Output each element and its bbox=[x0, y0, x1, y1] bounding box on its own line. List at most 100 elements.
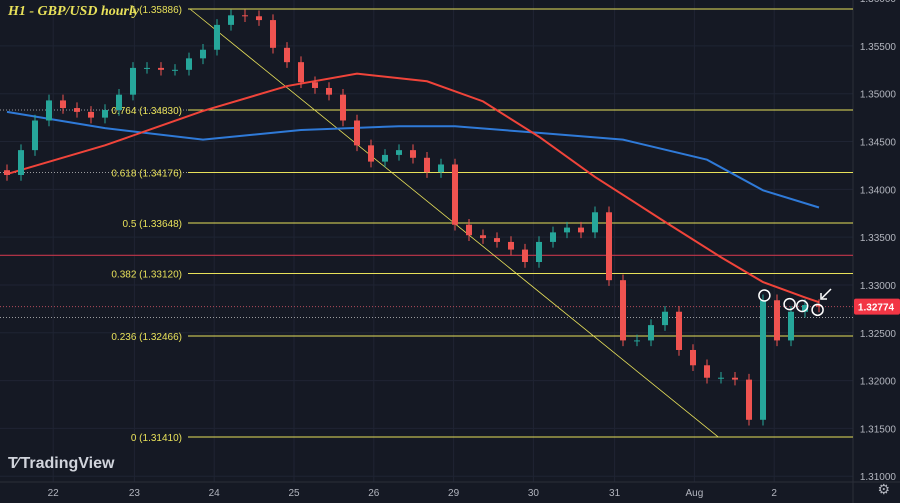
candle bbox=[158, 67, 164, 70]
candle bbox=[536, 241, 542, 263]
candle bbox=[214, 24, 220, 50]
time-tick-label: 31 bbox=[609, 488, 621, 499]
price-tick-label: 1.34000 bbox=[860, 185, 897, 196]
candle bbox=[788, 311, 794, 341]
candle bbox=[88, 111, 94, 118]
candle bbox=[648, 325, 654, 341]
price-tick-label: 1.33500 bbox=[860, 233, 897, 244]
candle bbox=[116, 94, 122, 110]
fib-level-label: 0.5 (1.33648) bbox=[123, 219, 183, 230]
candle bbox=[690, 349, 696, 366]
candle bbox=[494, 238, 500, 242]
candle bbox=[368, 145, 374, 162]
price-axis bbox=[853, 0, 900, 503]
price-tick-label: 1.35500 bbox=[860, 42, 897, 53]
candle bbox=[312, 82, 318, 88]
red-moving-average bbox=[6, 72, 820, 304]
touch-circle-marker bbox=[783, 297, 796, 311]
candle bbox=[704, 365, 710, 378]
candle bbox=[802, 305, 808, 312]
blue-moving-average bbox=[6, 110, 820, 209]
candle bbox=[452, 164, 458, 225]
candle bbox=[60, 100, 66, 109]
candle bbox=[396, 150, 402, 155]
fib-level-label: 0.382 (1.33120) bbox=[111, 269, 182, 280]
candle bbox=[466, 224, 472, 236]
price-tick-label: 1.35000 bbox=[860, 90, 897, 101]
fib-level-label: 0.764 (1.34830) bbox=[111, 106, 182, 117]
candle bbox=[578, 227, 584, 233]
candle bbox=[774, 300, 780, 341]
candle bbox=[172, 69, 178, 71]
fib-level-label: 0 (1.31410) bbox=[131, 433, 182, 444]
candle bbox=[438, 164, 444, 173]
candle bbox=[480, 235, 486, 239]
price-tick-label: 1.32500 bbox=[860, 329, 897, 340]
time-tick-label: 30 bbox=[528, 488, 540, 499]
arrow-head-icon bbox=[820, 293, 827, 300]
candle bbox=[676, 311, 682, 350]
candle bbox=[564, 227, 570, 233]
time-tick-label: 26 bbox=[368, 488, 380, 499]
time-tick-label: 22 bbox=[48, 488, 60, 499]
arrow-icon bbox=[821, 288, 832, 299]
candle bbox=[746, 379, 752, 420]
candle bbox=[522, 249, 528, 263]
candle bbox=[298, 62, 304, 83]
candle bbox=[228, 15, 234, 25]
fib-level-label: 0.618 (1.34176) bbox=[111, 169, 182, 180]
candle bbox=[130, 67, 136, 95]
candle bbox=[732, 377, 738, 380]
fib-level-label: 1 (1.35886) bbox=[131, 5, 182, 16]
price-tick-label: 1.31000 bbox=[860, 472, 897, 483]
candle bbox=[200, 49, 206, 59]
time-tick-label: 23 bbox=[129, 488, 141, 499]
price-tick-label: 1.32000 bbox=[860, 377, 897, 388]
time-tick-label: 25 bbox=[288, 488, 300, 499]
price-tick-label: 1.31500 bbox=[860, 424, 897, 435]
candle bbox=[340, 94, 346, 121]
tv-logo-icon: T⁄ bbox=[8, 455, 19, 472]
candle bbox=[144, 67, 150, 69]
candle bbox=[74, 108, 80, 112]
candle bbox=[18, 150, 24, 175]
time-tick-label: 29 bbox=[448, 488, 460, 499]
time-tick-label: 2 bbox=[771, 488, 777, 499]
touch-circle-marker bbox=[795, 299, 809, 313]
candle bbox=[634, 340, 640, 342]
candle bbox=[326, 87, 332, 95]
time-tick-label: Aug bbox=[686, 488, 704, 499]
price-tick-label: 1.34500 bbox=[860, 138, 897, 149]
candle bbox=[718, 377, 724, 379]
touch-circle-marker bbox=[811, 303, 824, 317]
candle bbox=[410, 150, 416, 158]
candle bbox=[508, 241, 514, 250]
price-tick-label: 1.36000 bbox=[860, 0, 897, 5]
last-price-label: 1.32774 bbox=[858, 303, 895, 314]
price-tick-label: 1.33000 bbox=[860, 281, 897, 292]
candle bbox=[424, 157, 430, 173]
touch-circle-marker bbox=[758, 289, 771, 302]
candle bbox=[270, 20, 276, 48]
last-price-badge bbox=[854, 298, 900, 315]
brand-name: TradingView bbox=[20, 455, 115, 472]
candle bbox=[46, 100, 52, 121]
candle bbox=[32, 120, 38, 151]
candle bbox=[662, 311, 668, 326]
time-tick-label: 24 bbox=[209, 488, 221, 499]
candle bbox=[382, 154, 388, 162]
candle bbox=[760, 300, 766, 420]
fib-level-label: 0.236 (1.32466) bbox=[111, 332, 182, 343]
candle bbox=[102, 109, 108, 118]
candle bbox=[242, 15, 248, 17]
candle bbox=[606, 212, 612, 281]
candle bbox=[592, 212, 598, 233]
candle bbox=[4, 170, 10, 175]
candle bbox=[620, 280, 626, 341]
tradingview-logo: T⁄ TradingView bbox=[8, 455, 114, 473]
chart-title: H1 - GBP/USD hourly bbox=[8, 4, 140, 19]
settings-gear-icon[interactable]: ⚙ bbox=[877, 481, 890, 497]
candle bbox=[354, 120, 360, 146]
